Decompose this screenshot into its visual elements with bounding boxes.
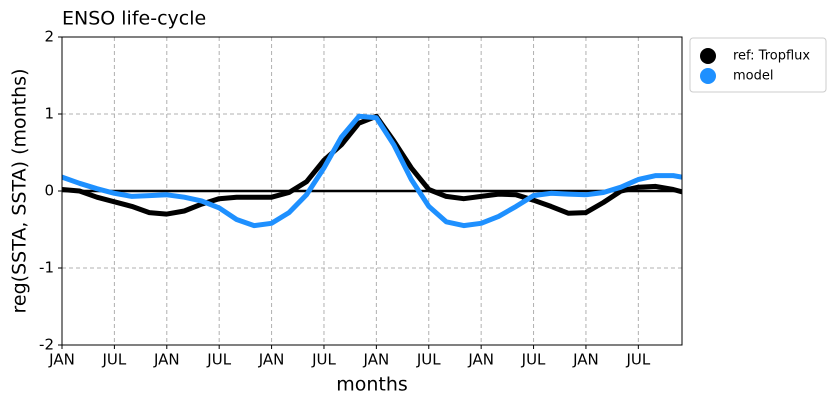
y-tick-label: 2: [44, 28, 54, 46]
x-tick-label: JAN: [363, 351, 390, 369]
y-tick-label: 1: [44, 105, 54, 123]
plot-frame: [61, 36, 683, 346]
x-tick-label: JAN: [467, 351, 494, 369]
y-axis-label: reg(SSTA, SSTA) (months): [9, 69, 31, 314]
y-tick-label: 0: [44, 182, 54, 200]
x-tick-label: JUL: [311, 351, 336, 369]
x-tick-label: JUL: [521, 351, 546, 369]
x-axis-label: months: [336, 374, 408, 396]
x-tick-label: JAN: [258, 351, 285, 369]
y-tick-label: -1: [39, 259, 54, 277]
chart-title: ENSO life-cycle: [62, 8, 206, 30]
series-line: [62, 113, 682, 217]
legend-marker: [700, 68, 716, 84]
legend-marker: [700, 48, 716, 64]
legend-label: model: [733, 69, 773, 84]
y-tick-label: -2: [39, 336, 54, 354]
x-tick-label: JUL: [416, 351, 441, 369]
x-tick-label: JUL: [625, 351, 650, 369]
x-tick-label: JUL: [102, 351, 127, 369]
legend-label: ref: Tropflux: [733, 49, 810, 64]
legend-box: [689, 37, 827, 93]
series-line: [62, 113, 682, 229]
x-tick-label: JUL: [206, 351, 231, 369]
x-tick-label: JAN: [48, 351, 75, 369]
x-tick-label: JAN: [153, 351, 180, 369]
x-tick-label: JAN: [572, 351, 599, 369]
